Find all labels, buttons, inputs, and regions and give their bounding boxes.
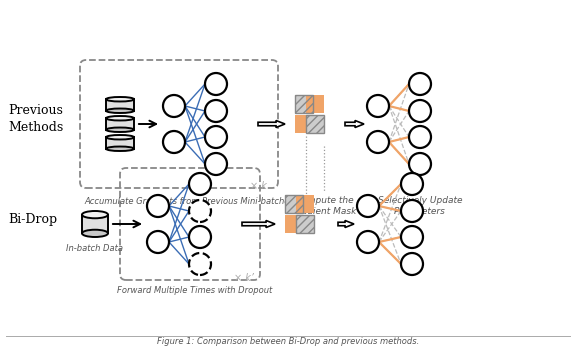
Text: Forward Multiple Times with Dropout: Forward Multiple Times with Dropout <box>118 286 272 295</box>
Ellipse shape <box>106 127 134 132</box>
Text: Accumulate Gradients from Previous Mini-batches: Accumulate Gradients from Previous Mini-… <box>84 197 294 206</box>
Bar <box>306 115 324 133</box>
Circle shape <box>401 173 423 195</box>
Circle shape <box>367 131 389 153</box>
Bar <box>285 195 303 213</box>
Circle shape <box>409 73 431 95</box>
Text: Selectively Update
Parameters: Selectively Update Parameters <box>378 196 463 216</box>
Circle shape <box>401 253 423 275</box>
Circle shape <box>205 100 227 122</box>
Circle shape <box>205 73 227 95</box>
Text: Bi-Drop: Bi-Drop <box>8 212 57 225</box>
Circle shape <box>409 126 431 148</box>
Bar <box>295 95 313 113</box>
Circle shape <box>409 100 431 122</box>
Circle shape <box>401 200 423 222</box>
Bar <box>106 99 134 111</box>
Circle shape <box>205 153 227 175</box>
Circle shape <box>163 95 185 117</box>
Ellipse shape <box>106 147 134 151</box>
FancyArrow shape <box>242 221 275 228</box>
Circle shape <box>147 195 169 217</box>
Ellipse shape <box>106 97 134 102</box>
FancyArrow shape <box>258 120 285 127</box>
Bar <box>295 115 313 133</box>
Circle shape <box>367 95 389 117</box>
Bar <box>296 215 314 233</box>
Circle shape <box>357 231 379 253</box>
Ellipse shape <box>106 109 134 113</box>
Circle shape <box>189 173 211 195</box>
Text: Compute the
Gradient Mask: Compute the Gradient Mask <box>291 196 357 216</box>
Text: × k’: × k’ <box>234 273 254 283</box>
Circle shape <box>205 126 227 148</box>
FancyArrow shape <box>338 221 354 228</box>
Bar <box>306 95 324 113</box>
Circle shape <box>357 195 379 217</box>
Text: Figure 1: Comparison between Bi-Drop and previous methods.: Figure 1: Comparison between Bi-Drop and… <box>157 337 419 346</box>
Circle shape <box>163 131 185 153</box>
Ellipse shape <box>82 230 108 237</box>
Bar <box>295 95 313 113</box>
Bar <box>82 215 108 233</box>
Ellipse shape <box>106 116 134 120</box>
Circle shape <box>189 253 211 275</box>
Bar <box>106 118 134 130</box>
Circle shape <box>401 226 423 248</box>
FancyArrow shape <box>345 120 364 127</box>
Ellipse shape <box>82 211 108 218</box>
Circle shape <box>189 200 211 222</box>
Text: Previous
Methods: Previous Methods <box>8 104 63 134</box>
Bar <box>285 215 303 233</box>
Circle shape <box>409 153 431 175</box>
Text: × k: × k <box>250 181 267 191</box>
Bar <box>306 115 324 133</box>
Bar <box>296 215 314 233</box>
Text: In-batch Data: In-batch Data <box>66 244 123 253</box>
Bar <box>296 195 314 213</box>
Circle shape <box>189 226 211 248</box>
Circle shape <box>147 231 169 253</box>
Ellipse shape <box>106 135 134 139</box>
Bar <box>285 195 303 213</box>
Bar <box>106 137 134 149</box>
